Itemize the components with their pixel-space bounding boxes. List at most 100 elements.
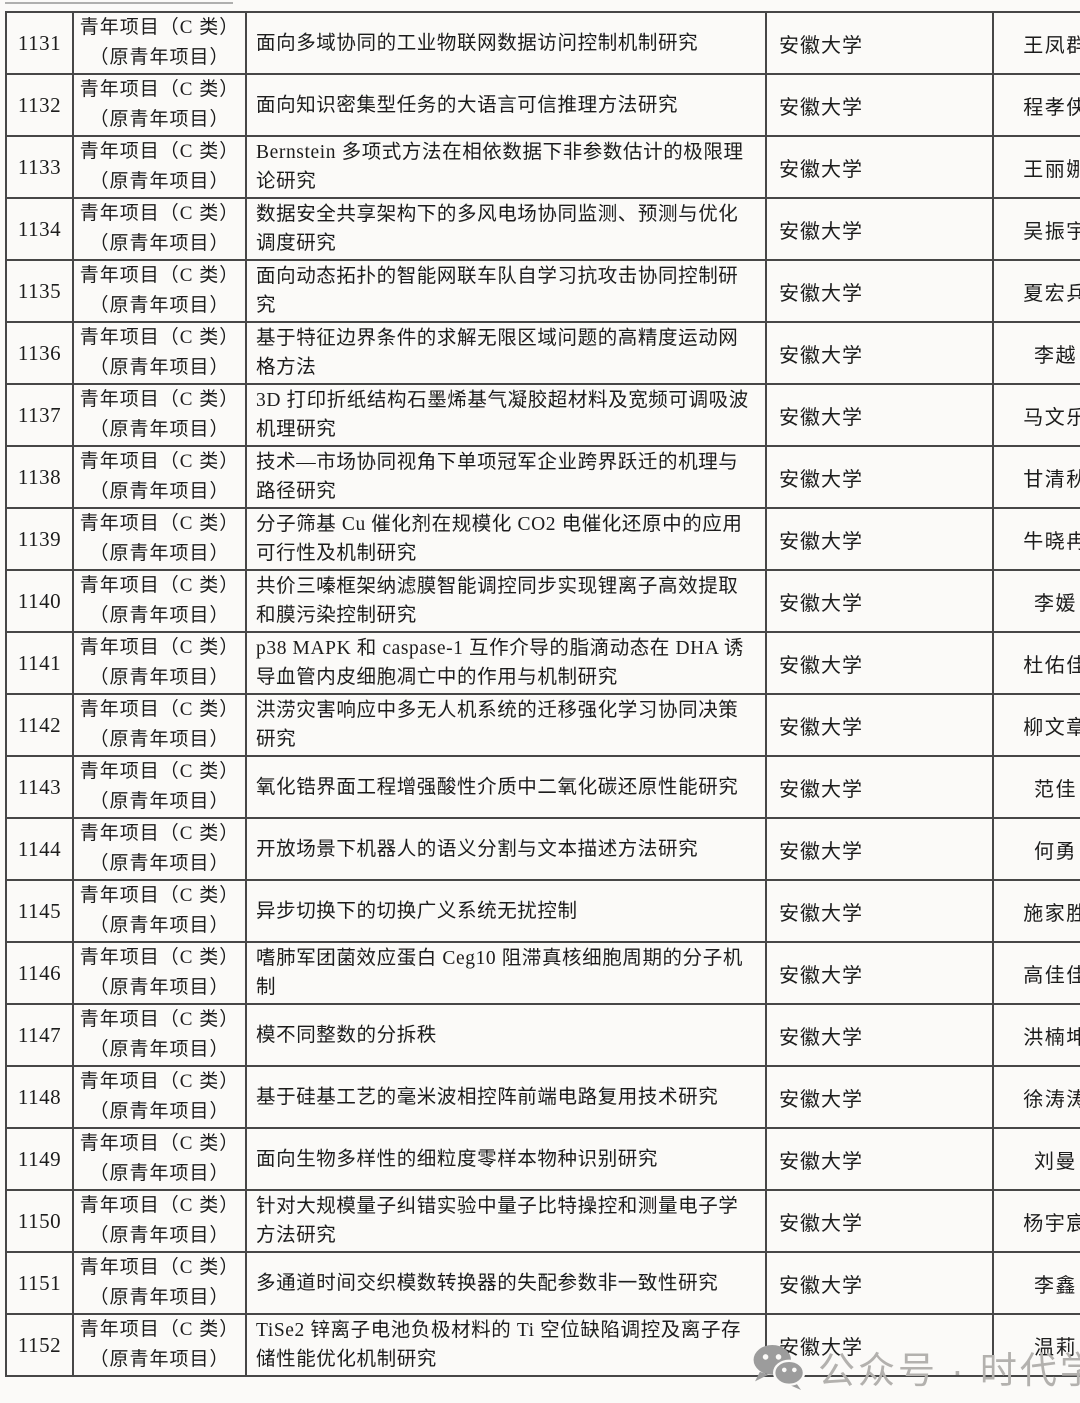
- cell-university: 安徽大学: [765, 693, 994, 757]
- project-type-line1: 青年项目（C 类）: [79, 513, 240, 534]
- cell-project-title: 洪涝灾害响应中多无人机系统的迁移强化学习协同决策研究: [245, 693, 767, 757]
- cell-project-type: 青年项目（C 类） （原青年项目）: [72, 135, 247, 199]
- project-type-line1: 青年项目（C 类）: [79, 1319, 240, 1340]
- project-type-line2: （原青年项目）: [89, 1225, 230, 1246]
- project-type-line1: 青年项目（C 类）: [79, 1071, 240, 1092]
- table-row: 1135 青年项目（C 类） （原青年项目） 面向动态拓扑的智能网联车队自学习抗…: [5, 259, 1080, 323]
- cell-serial-number: 1140: [5, 569, 74, 633]
- project-type-line1: 青年项目（C 类）: [79, 1257, 240, 1278]
- cell-project-title: 面向生物多样性的细粒度零样本物种识别研究: [245, 1127, 767, 1191]
- cell-leader-name: 柳文章: [992, 693, 1080, 757]
- cell-project-type: 青年项目（C 类） （原青年项目）: [72, 1003, 247, 1067]
- project-type-line2: （原青年项目）: [89, 915, 230, 936]
- table-row: 1141 青年项目（C 类） （原青年项目） p38 MAPK 和 caspas…: [5, 631, 1080, 695]
- cell-university: 安徽大学: [765, 259, 994, 323]
- cell-university: 安徽大学: [765, 197, 994, 261]
- cell-project-title: 基于特征边界条件的求解无限区域问题的高精度运动网格方法: [245, 321, 767, 385]
- table-row: 1152 青年项目（C 类） （原青年项目） TiSe2 锌离子电池负极材料的 …: [5, 1313, 1080, 1377]
- cutoff-row-remnant: [5, 2, 233, 4]
- cell-project-title: 数据安全共享架构下的多风电场协同监测、预测与优化调度研究: [245, 197, 767, 261]
- cell-project-type: 青年项目（C 类） （原青年项目）: [72, 755, 247, 819]
- cell-leader-name: 杜佑佳: [992, 631, 1080, 695]
- project-type-line1: 青年项目（C 类）: [79, 761, 240, 782]
- project-type-line1: 青年项目（C 类）: [79, 637, 240, 658]
- projects-table-body: 1131 青年项目（C 类） （原青年项目） 面向多域协同的工业物联网数据访问控…: [5, 11, 1080, 1377]
- cell-serial-number: 1134: [5, 197, 74, 261]
- cell-serial-number: 1146: [5, 941, 74, 1005]
- table-row: 1132 青年项目（C 类） （原青年项目） 面向知识密集型任务的大语言可信推理…: [5, 73, 1080, 137]
- cell-leader-name: 徐涛涛: [992, 1065, 1080, 1129]
- cell-serial-number: 1137: [5, 383, 74, 447]
- cell-serial-number: 1143: [5, 755, 74, 819]
- cell-serial-number: 1149: [5, 1127, 74, 1191]
- project-type-line2: （原青年项目）: [89, 295, 230, 316]
- cell-project-title: TiSe2 锌离子电池负极材料的 Ti 空位缺陷调控及离子存储性能优化机制研究: [245, 1313, 767, 1377]
- cell-serial-number: 1132: [5, 73, 74, 137]
- cell-university: 安徽大学: [765, 631, 994, 695]
- cell-project-type: 青年项目（C 类） （原青年项目）: [72, 879, 247, 943]
- cell-university: 安徽大学: [765, 1189, 994, 1253]
- cell-project-type: 青年项目（C 类） （原青年项目）: [72, 259, 247, 323]
- cell-serial-number: 1135: [5, 259, 74, 323]
- project-type-line1: 青年项目（C 类）: [79, 1133, 240, 1154]
- cell-project-type: 青年项目（C 类） （原青年项目）: [72, 445, 247, 509]
- cell-project-title: Bernstein 多项式方法在相依数据下非参数估计的极限理论研究: [245, 135, 767, 199]
- table-row: 1142 青年项目（C 类） （原青年项目） 洪涝灾害响应中多无人机系统的迁移强…: [5, 693, 1080, 757]
- cell-leader-name: 程孝侠: [992, 73, 1080, 137]
- project-type-line1: 青年项目（C 类）: [79, 1195, 240, 1216]
- cell-project-title: 面向多域协同的工业物联网数据访问控制机制研究: [245, 11, 767, 75]
- cell-project-type: 青年项目（C 类） （原青年项目）: [72, 197, 247, 261]
- cell-project-title: 技术—市场协同视角下单项冠军企业跨界跃迁的机理与路径研究: [245, 445, 767, 509]
- project-type-line2: （原青年项目）: [89, 729, 230, 750]
- cell-leader-name: 夏宏兵: [992, 259, 1080, 323]
- cell-project-title: 共价三嗪框架纳滤膜智能调控同步实现锂离子高效提取和膜污染控制研究: [245, 569, 767, 633]
- cell-leader-name: 施家胜: [992, 879, 1080, 943]
- cell-serial-number: 1152: [5, 1313, 74, 1377]
- document-sheet: 1131 青年项目（C 类） （原青年项目） 面向多域协同的工业物联网数据访问控…: [5, 11, 1080, 1377]
- cell-leader-name: 洪楠坤: [992, 1003, 1080, 1067]
- table-row: 1140 青年项目（C 类） （原青年项目） 共价三嗪框架纳滤膜智能调控同步实现…: [5, 569, 1080, 633]
- cell-serial-number: 1151: [5, 1251, 74, 1315]
- cell-project-type: 青年项目（C 类） （原青年项目）: [72, 817, 247, 881]
- project-type-line1: 青年项目（C 类）: [79, 17, 240, 38]
- project-type-line1: 青年项目（C 类）: [79, 575, 240, 596]
- cell-leader-name: 牛晓冉: [992, 507, 1080, 571]
- project-type-line2: （原青年项目）: [89, 419, 230, 440]
- cell-leader-name: 范佳: [992, 755, 1080, 819]
- cell-project-type: 青年项目（C 类） （原青年项目）: [72, 631, 247, 695]
- project-type-line1: 青年项目（C 类）: [79, 327, 240, 348]
- cell-university: 安徽大学: [765, 817, 994, 881]
- table-row: 1137 青年项目（C 类） （原青年项目） 3D 打印折纸结构石墨烯基气凝胶超…: [5, 383, 1080, 447]
- cell-university: 安徽大学: [765, 135, 994, 199]
- cell-university: 安徽大学: [765, 445, 994, 509]
- cell-project-type: 青年项目（C 类） （原青年项目）: [72, 941, 247, 1005]
- cell-project-type: 青年项目（C 类） （原青年项目）: [72, 1127, 247, 1191]
- cell-project-type: 青年项目（C 类） （原青年项目）: [72, 1065, 247, 1129]
- cell-university: 安徽大学: [765, 879, 994, 943]
- table-row: 1143 青年项目（C 类） （原青年项目） 氧化锆界面工程增强酸性介质中二氧化…: [5, 755, 1080, 819]
- cell-project-type: 青年项目（C 类） （原青年项目）: [72, 693, 247, 757]
- project-type-line2: （原青年项目）: [89, 109, 230, 130]
- cell-serial-number: 1133: [5, 135, 74, 199]
- table-row: 1150 青年项目（C 类） （原青年项目） 针对大规模量子纠错实验中量子比特操…: [5, 1189, 1080, 1253]
- cell-serial-number: 1147: [5, 1003, 74, 1067]
- cell-serial-number: 1142: [5, 693, 74, 757]
- cell-project-type: 青年项目（C 类） （原青年项目）: [72, 507, 247, 571]
- project-type-line1: 青年项目（C 类）: [79, 79, 240, 100]
- project-type-line2: （原青年项目）: [89, 481, 230, 502]
- cell-project-type: 青年项目（C 类） （原青年项目）: [72, 1251, 247, 1315]
- cell-university: 安徽大学: [765, 1065, 994, 1129]
- cell-project-title: 开放场景下机器人的语义分割与文本描述方法研究: [245, 817, 767, 881]
- table-row: 1144 青年项目（C 类） （原青年项目） 开放场景下机器人的语义分割与文本描…: [5, 817, 1080, 881]
- project-type-line1: 青年项目（C 类）: [79, 885, 240, 906]
- cell-serial-number: 1136: [5, 321, 74, 385]
- project-type-line1: 青年项目（C 类）: [79, 947, 240, 968]
- project-type-line2: （原青年项目）: [89, 977, 230, 998]
- cell-project-title: 多通道时间交织模数转换器的失配参数非一致性研究: [245, 1251, 767, 1315]
- project-type-line1: 青年项目（C 类）: [79, 451, 240, 472]
- cell-leader-name: 吴振宇: [992, 197, 1080, 261]
- cell-university: 安徽大学: [765, 1251, 994, 1315]
- cell-project-type: 青年项目（C 类） （原青年项目）: [72, 383, 247, 447]
- cell-serial-number: 1150: [5, 1189, 74, 1253]
- cell-project-title: 嗜肺军团菌效应蛋白 Ceg10 阻滞真核细胞周期的分子机制: [245, 941, 767, 1005]
